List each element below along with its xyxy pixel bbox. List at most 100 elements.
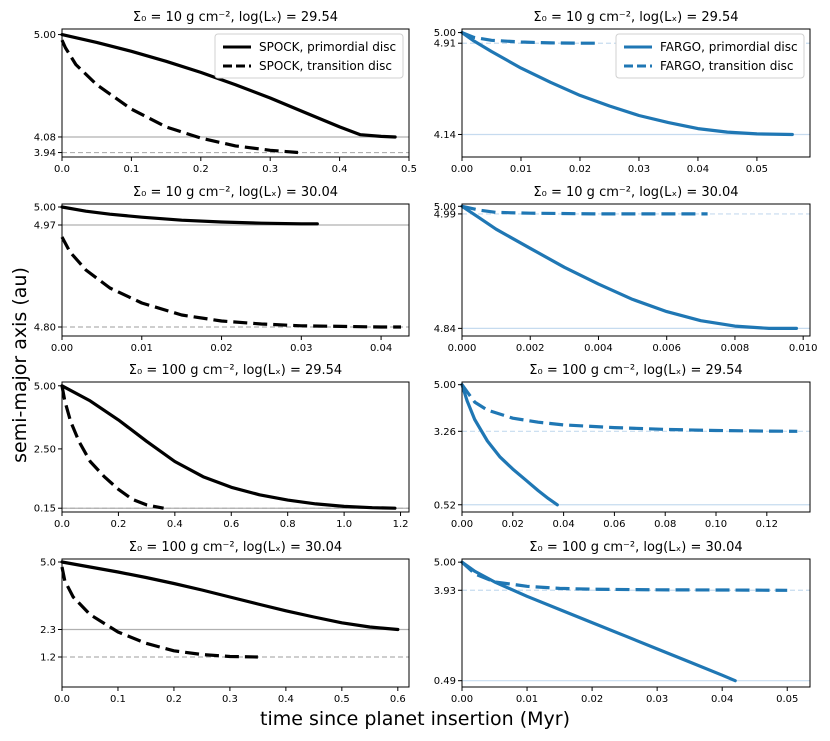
panel-1: Σ₀ = 10 g cm⁻², log(Lₓ) = 29.54 0.0 0.1 0.2… (34, 10, 417, 175)
x-tick-label: 0.002 (516, 343, 545, 354)
transition-series-line (460, 383, 798, 433)
panel-8: Σ₀ = 100 g cm⁻², log(Lₓ) = 30.04 0.00 0.01… (434, 540, 811, 705)
x-tick-label: 0.06 (603, 519, 625, 530)
plot-frame (61, 558, 410, 688)
x-tick-label: 0.4 (332, 164, 348, 175)
y-tick-label: 4.14 (434, 130, 456, 141)
x-tick-label: 0.04 (370, 343, 392, 354)
x-tick-label: 0.5 (401, 164, 417, 175)
plot-frame (461, 558, 811, 688)
x-tick-label: 0.000 (448, 343, 477, 354)
panel-title: Σ₀ = 10 g cm⁻², log(Lₓ) = 29.54 (133, 10, 338, 25)
x-axis-label: time since planet insertion (Myr) (260, 708, 570, 730)
x-tick-label: 0.0 (54, 164, 70, 175)
x-tick-label: 0.00 (451, 519, 473, 530)
plot-frame (61, 203, 410, 337)
x-tick-label: 0.010 (789, 343, 818, 354)
y-tick-label: 3.94 (34, 148, 56, 159)
transition-series-line (60, 385, 164, 510)
panel-title: Σ₀ = 10 g cm⁻², log(Lₓ) = 29.54 (533, 10, 738, 25)
x-tick-label: 1.2 (393, 519, 409, 530)
y-tick-label: 0.52 (434, 500, 456, 511)
y-tick-label: 3.26 (434, 427, 456, 438)
transition-series-line (461, 31, 601, 45)
y-tick-label: 0.49 (434, 676, 456, 687)
y-tick-label: 5.00 (434, 28, 456, 39)
transition-series-line (60, 39, 299, 155)
x-tick-label: 0.12 (756, 519, 778, 530)
x-tick-label: 0.00 (451, 164, 473, 175)
y-tick-label: 5.00 (34, 381, 56, 392)
x-tick-label: 0.03 (646, 694, 668, 705)
x-tick-label: 0.3 (222, 694, 238, 705)
legend-label: FARGO, primordial disc (660, 40, 798, 54)
y-tick-label: 5.00 (434, 558, 456, 569)
legend-label: SPOCK, transition disc (259, 59, 392, 73)
y-tick-label: 4.08 (34, 132, 56, 143)
primordial-series-line (60, 33, 397, 139)
plot-frame (461, 381, 811, 513)
plot-frame (61, 381, 410, 513)
y-tick-label: 5.00 (434, 380, 456, 391)
x-tick-label: 0.8 (280, 519, 296, 530)
primordial-series-line (460, 560, 737, 683)
panel-title: Σ₀ = 100 g cm⁻², log(Lₓ) = 29.54 (129, 363, 342, 378)
x-tick-label: 0.02 (569, 164, 591, 175)
y-tick-label: 2.3 (40, 625, 56, 636)
x-tick-label: 0.1 (110, 694, 126, 705)
y-tick-label: 2.50 (34, 444, 56, 455)
panel-4: Σ₀ = 10 g cm⁻², log(Lₓ) = 30.04 0.000 0.00… (434, 185, 818, 354)
x-tick-label: 0.05 (776, 694, 798, 705)
x-tick-label: 0.006 (652, 343, 681, 354)
x-tick-label: 1.0 (336, 519, 352, 530)
transition-series-line (460, 561, 788, 592)
x-tick-label: 0.01 (131, 343, 153, 354)
panel-5: Σ₀ = 100 g cm⁻², log(Lₓ) = 29.54 0.0 0.2 0.… (34, 363, 410, 530)
panel-7: Σ₀ = 100 g cm⁻², log(Lₓ) = 30.04 0.0 0.1 0.… (40, 540, 410, 705)
y-tick-label: 0.15 (34, 504, 56, 515)
x-tick-label: 0.008 (721, 343, 750, 354)
x-tick-label: 0.6 (223, 519, 239, 530)
y-tick-label: 3.93 (434, 586, 456, 597)
x-tick-label: 0.03 (290, 343, 312, 354)
x-tick-label: 0.01 (516, 694, 538, 705)
panel-title: Σ₀ = 10 g cm⁻², log(Lₓ) = 30.04 (133, 185, 338, 200)
x-tick-label: 0.2 (110, 519, 126, 530)
y-tick-label: 5.00 (434, 202, 456, 213)
x-tick-label: 0.08 (654, 519, 676, 530)
transition-series-line (60, 566, 258, 659)
panel-3: Σ₀ = 10 g cm⁻², log(Lₓ) = 30.04 0.00 0.01 0… (34, 185, 410, 354)
x-tick-label: 0.2 (166, 694, 182, 705)
y-tick-label: 4.80 (34, 323, 56, 334)
x-tick-label: 0.6 (390, 694, 406, 705)
x-tick-label: 0.04 (687, 164, 709, 175)
y-tick-label: 5.00 (34, 30, 56, 41)
x-tick-label: 0.4 (278, 694, 294, 705)
x-tick-label: 0.00 (51, 343, 73, 354)
panel-2: Σ₀ = 10 g cm⁻², log(Lₓ) = 29.54 0.00 0.01 0… (434, 10, 811, 175)
transition-series-line (60, 236, 401, 329)
x-tick-label: 0.01 (510, 164, 532, 175)
x-tick-label: 0.02 (210, 343, 232, 354)
x-tick-label: 0.02 (502, 519, 524, 530)
x-tick-label: 0.10 (705, 519, 727, 530)
x-tick-label: 0.03 (628, 164, 650, 175)
x-tick-label: 0.04 (552, 519, 574, 530)
panel-title: Σ₀ = 100 g cm⁻², log(Lₓ) = 30.04 (529, 540, 742, 555)
primordial-series-line (60, 384, 397, 510)
x-tick-label: 0.3 (262, 164, 278, 175)
x-tick-label: 0.0 (54, 694, 70, 705)
y-tick-label: 4.84 (434, 324, 456, 335)
x-tick-label: 0.4 (167, 519, 183, 530)
y-tick-label: 4.99 (434, 209, 456, 220)
plot-frame (461, 28, 811, 158)
plot-frame (461, 203, 811, 337)
x-tick-label: 0.05 (746, 164, 768, 175)
primordial-series-line (460, 204, 798, 330)
y-axis-label: semi-major axis (au) (9, 267, 31, 463)
transition-series-line (461, 204, 708, 216)
x-tick-label: 0.004 (584, 343, 613, 354)
y-tick-label: 4.97 (34, 221, 56, 232)
y-tick-label: 5.0 (40, 558, 56, 569)
